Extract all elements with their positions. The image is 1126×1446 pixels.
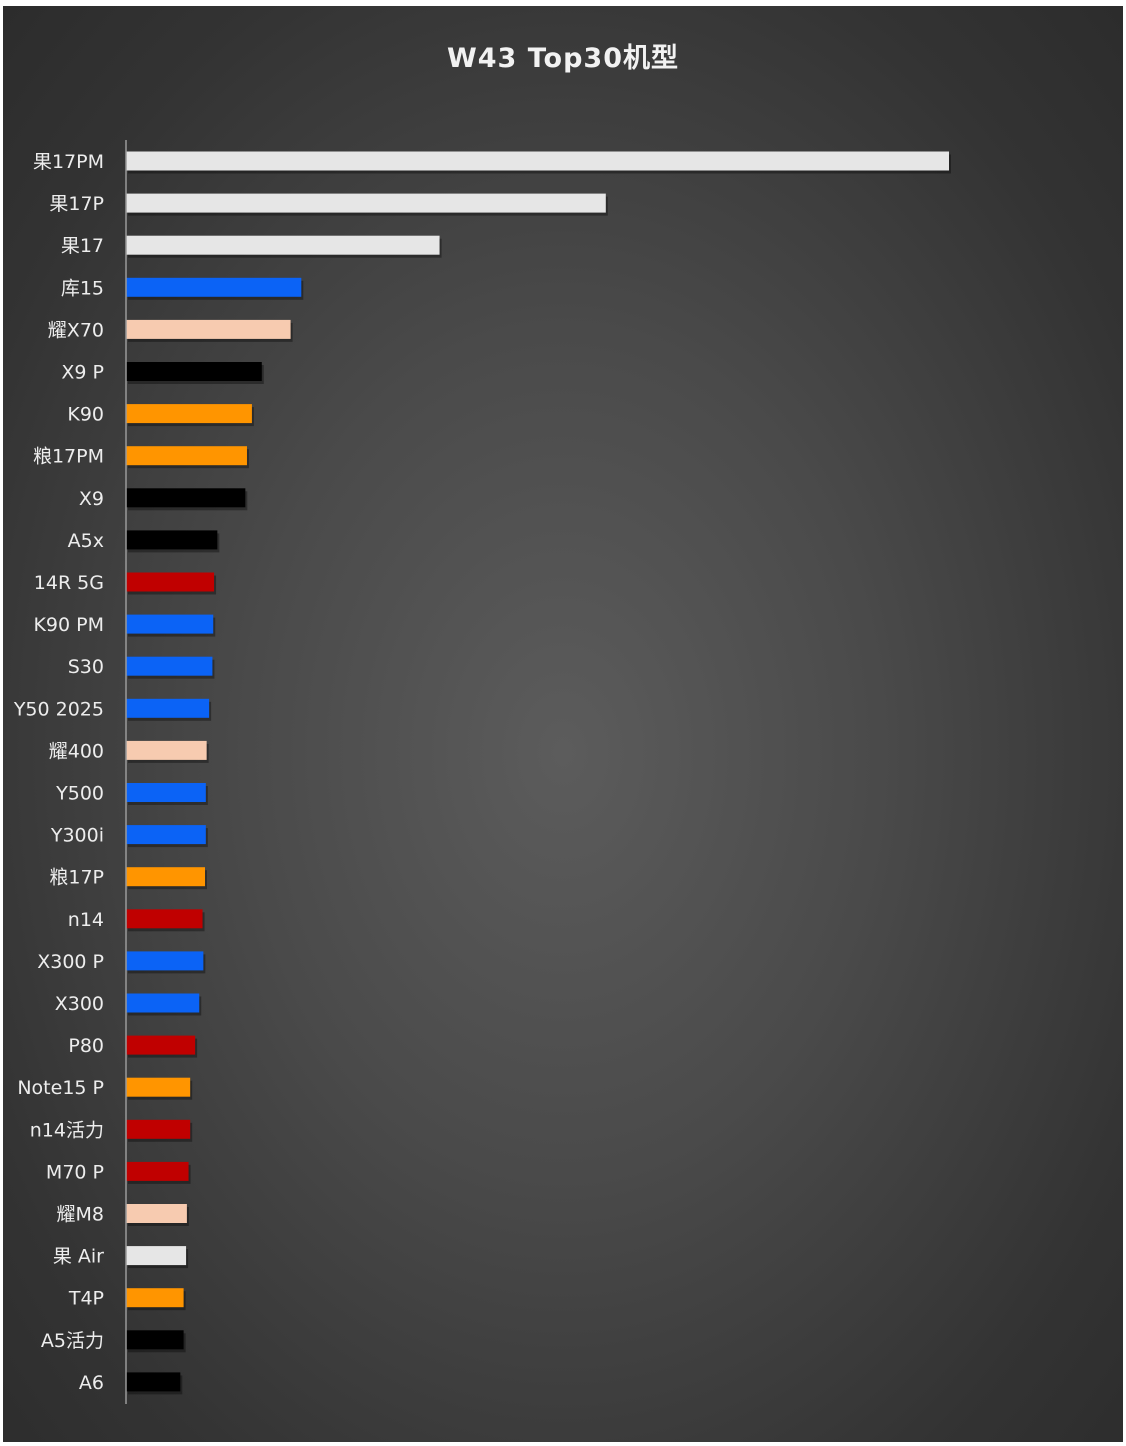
bar <box>126 698 210 718</box>
category-label: n14活力 <box>30 1119 104 1141</box>
bar <box>126 656 213 676</box>
category-label: 果 Air <box>53 1246 104 1268</box>
category-label: X9 P <box>61 362 104 384</box>
category-label: 耀400 <box>49 740 104 762</box>
category-label: X9 <box>79 488 104 510</box>
bar <box>126 1161 189 1181</box>
category-label: Y300i <box>50 825 104 847</box>
bar <box>126 1330 184 1350</box>
bar <box>126 825 206 845</box>
bar <box>126 993 200 1013</box>
bar <box>126 319 291 339</box>
bar <box>126 530 218 550</box>
bar <box>126 1077 191 1097</box>
bar <box>126 740 207 760</box>
bar <box>126 867 206 887</box>
bar <box>126 1204 187 1223</box>
category-label: 粮17PM <box>33 446 104 468</box>
bar <box>126 235 440 255</box>
bar <box>126 446 247 466</box>
category-label: X300 P <box>37 951 104 973</box>
category-label: 果17P <box>49 193 104 215</box>
category-label: K90 <box>67 404 104 426</box>
bar <box>126 783 206 802</box>
category-label: M70 P <box>46 1161 104 1183</box>
bar <box>126 488 246 508</box>
category-label: 库15 <box>61 277 104 299</box>
bar <box>126 362 262 381</box>
bar <box>126 193 606 213</box>
bar <box>126 151 949 171</box>
bar <box>126 1119 191 1139</box>
bar <box>126 1372 181 1392</box>
bar <box>126 951 204 971</box>
category-label: 耀M8 <box>57 1204 104 1226</box>
bar <box>126 909 203 929</box>
bar-chart: 果17PM 果17P 果17 库15 耀X70 X9 P K90 粮17PM X9 A5x 14R … <box>13 140 951 1404</box>
category-label: Note15 P <box>17 1077 104 1099</box>
category-label: 14R 5G <box>34 572 104 594</box>
category-label: A5x <box>68 530 104 552</box>
bar <box>126 404 252 424</box>
chart-title: W43 Top30机型 <box>446 43 680 74</box>
bar <box>126 277 302 297</box>
bar <box>126 1246 187 1266</box>
category-label: S30 <box>68 656 104 678</box>
category-label: A5活力 <box>41 1330 104 1352</box>
category-label: K90 PM <box>33 614 104 636</box>
bar <box>126 1035 196 1055</box>
category-label: Y50 2025 <box>13 698 104 720</box>
category-label: X300 <box>55 993 104 1015</box>
bar <box>126 572 215 592</box>
category-label: P80 <box>68 1035 104 1057</box>
category-label: n14 <box>68 909 104 931</box>
category-label: 果17 <box>61 235 104 257</box>
category-label: 粮17P <box>49 867 104 889</box>
chart-panel: W43 Top30机型 果17PM 果17P 果17 库15 耀X70 X9 P K90 粮1… <box>3 6 1123 1442</box>
category-label: Y500 <box>55 783 104 805</box>
bar <box>126 1288 184 1308</box>
category-label: 果17PM <box>33 151 104 173</box>
category-label: T4P <box>68 1288 104 1310</box>
bar <box>126 614 214 634</box>
category-label: 耀X70 <box>48 319 104 341</box>
category-label: A6 <box>79 1372 104 1394</box>
